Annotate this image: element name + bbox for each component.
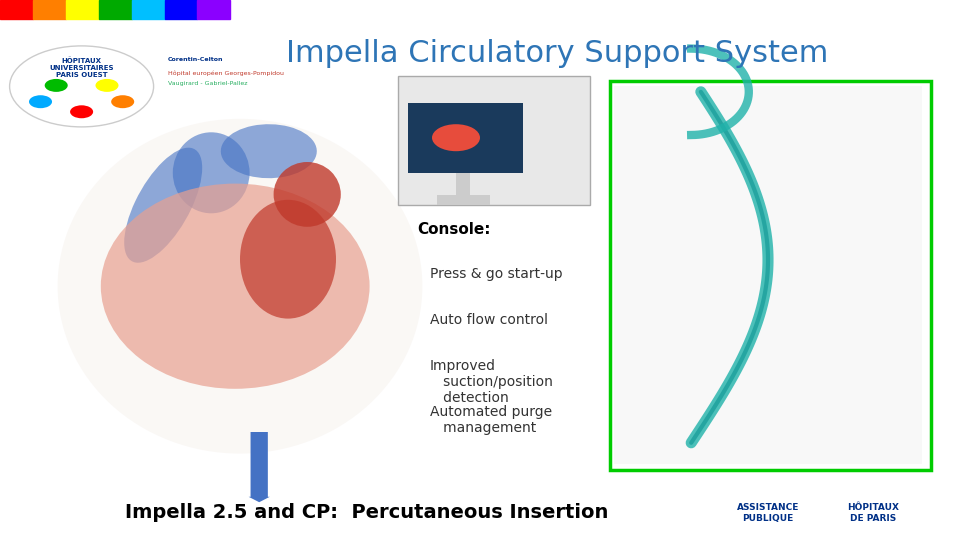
Text: Press & go start-up: Press & go start-up	[430, 267, 563, 281]
Bar	[610, 81, 931, 470]
Circle shape	[10, 46, 154, 127]
Bar	[398, 76, 590, 205]
Bar	[0, 0, 33, 19]
Bar	[198, 0, 230, 19]
Text: Console:: Console:	[418, 222, 492, 237]
Text: HÔPITAUX
DE PARIS: HÔPITAUX DE PARIS	[848, 503, 900, 523]
Bar	[66, 0, 99, 19]
Bar	[33, 0, 66, 19]
Circle shape	[70, 105, 93, 118]
Ellipse shape	[124, 147, 203, 263]
Text: Auto flow control: Auto flow control	[430, 313, 548, 327]
Bar	[164, 0, 198, 19]
Text: Improved
   suction/position
   detection: Improved suction/position detection	[430, 359, 553, 406]
Bar	[614, 86, 922, 464]
Text: Hôpital européen Georges-Pompidou: Hôpital européen Georges-Pompidou	[168, 70, 284, 76]
Bar	[437, 195, 490, 205]
Ellipse shape	[58, 119, 422, 454]
Bar	[99, 0, 132, 19]
Circle shape	[432, 124, 480, 151]
Text: Impella 2.5 and CP:  Percutaneous Insertion: Impella 2.5 and CP: Percutaneous Inserti…	[125, 503, 609, 523]
Ellipse shape	[221, 124, 317, 178]
Circle shape	[45, 79, 68, 92]
Text: Impella Circulatory Support System: Impella Circulatory Support System	[286, 39, 828, 69]
Bar	[132, 0, 164, 19]
Ellipse shape	[274, 162, 341, 227]
Bar	[408, 103, 523, 173]
Bar	[456, 173, 470, 205]
Circle shape	[95, 79, 118, 92]
Ellipse shape	[240, 200, 336, 319]
Ellipse shape	[101, 184, 370, 389]
Text: HÔPITAUX
UNIVERSITAIRES
PARIS OUEST: HÔPITAUX UNIVERSITAIRES PARIS OUEST	[49, 57, 114, 78]
FancyArrow shape	[249, 432, 270, 502]
Circle shape	[29, 95, 52, 108]
Ellipse shape	[173, 132, 250, 213]
Text: Automated purge
   management: Automated purge management	[430, 405, 552, 435]
Text: ASSISTANCE
PUBLIQUE: ASSISTANCE PUBLIQUE	[737, 503, 799, 523]
Text: Vaugirard - Gabriel-Pallez: Vaugirard - Gabriel-Pallez	[168, 81, 248, 86]
Circle shape	[111, 95, 134, 108]
Text: Corentin-Celton: Corentin-Celton	[168, 57, 224, 62]
